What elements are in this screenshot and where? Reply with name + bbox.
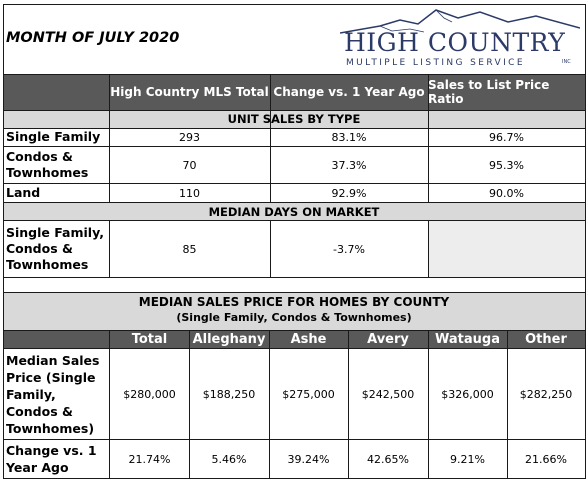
logo-inc-mark: INC (562, 59, 571, 65)
table2-heading-line2: (Single Family, Condos & Townhomes) (176, 311, 412, 324)
condos-ratio: 95.3% (489, 158, 524, 172)
median-days-heading-text: MEDIAN DAYS ON MARKET (208, 204, 380, 219)
mountain-logo-icon (340, 9, 580, 34)
col-header-mls-total-label: High Country MLS Total (110, 85, 269, 99)
grid-line (109, 330, 110, 479)
logo-tagline: MULTIPLE LISTING SERVICE (346, 58, 525, 68)
median-days-change: -3.7% (333, 242, 365, 256)
price-ashe: $275,000 (282, 387, 335, 401)
county-col-avery: Avery (348, 330, 428, 348)
change-ashe: 39.24% (287, 452, 330, 466)
grid-line (269, 330, 270, 479)
table2-heading: MEDIAN SALES PRICE FOR HOMES BY COUNTY (… (3, 292, 585, 330)
grid-line (3, 202, 585, 203)
county-col-ashe-label: Ashe (290, 331, 327, 347)
county-col-other-label: Other (525, 331, 567, 347)
report-month-title: MONTH OF JULY 2020 (6, 30, 180, 46)
median-days-ratio-empty-cell (429, 221, 585, 277)
median-days-total: 85 (182, 242, 197, 256)
land-total: 110 (179, 186, 200, 200)
single-family-ratio: 96.7% (489, 130, 524, 144)
county-col-watauga-label: Watauga (435, 331, 500, 347)
grid-line (3, 292, 585, 293)
condos-change: 37.3% (331, 158, 367, 172)
grid-line (109, 220, 110, 278)
grid-line (507, 330, 508, 479)
grid-line (3, 277, 585, 278)
single-family-change: 83.1% (331, 130, 367, 144)
outer-right-border (585, 4, 586, 479)
condos-total: 70 (182, 158, 197, 172)
grid-line (3, 128, 585, 129)
unit-sales-heading-text: UNIT SALES BY TYPE (227, 112, 361, 126)
grid-line (428, 74, 429, 203)
change-total: 21.74% (128, 452, 171, 466)
grid-line (3, 183, 585, 184)
grid-line (270, 74, 271, 203)
grid-line (3, 74, 585, 75)
col-header-sales-ratio: Sales to List Price Ratio (428, 74, 585, 110)
county-col-other: Other (507, 330, 585, 348)
county-col-ashe: Ashe (269, 330, 348, 348)
outer-top-border (3, 4, 585, 5)
county-col-watauga: Watauga (428, 330, 507, 348)
grid-line (189, 330, 190, 479)
unit-sales-heading: UNIT SALES BY TYPE (3, 110, 585, 128)
grid-line (348, 330, 349, 479)
county-col-alleghany: Alleghany (189, 330, 269, 348)
change-avery: 42.65% (367, 452, 409, 466)
single-family-total: 293 (179, 130, 200, 144)
grid-line (3, 146, 585, 147)
outer-left-border (3, 4, 4, 479)
grid-line (3, 110, 585, 111)
row-label-median-sales-price: Median Sales Price (Single Family, Condo… (6, 352, 100, 436)
col-header-sales-ratio-label: Sales to List Price Ratio (428, 78, 550, 106)
high-country-mls-logo: HIGH COUNTRY MULTIPLE LISTING SERVICE IN… (340, 4, 580, 72)
price-total: $280,000 (123, 387, 176, 401)
county-col-alleghany-label: Alleghany (192, 331, 266, 347)
row-label-land: Land (6, 185, 41, 200)
grid-line (109, 74, 110, 203)
grid-line (3, 348, 585, 349)
table2-heading-line1: MEDIAN SALES PRICE FOR HOMES BY COUNTY (138, 295, 450, 309)
change-watauga: 9.21% (450, 452, 485, 466)
county-col-avery-label: Avery (367, 331, 409, 347)
row-label-change-1yr: Change vs. 1 Year Ago (6, 443, 97, 475)
row-label-single-family: Single Family (6, 129, 101, 144)
price-avery: $242,500 (361, 387, 415, 401)
grid-line (3, 330, 585, 331)
grid-line (3, 439, 585, 440)
row-label-median-days: Single Family, Condos & Townhomes (6, 225, 105, 272)
col-header-change: Change vs. 1 Year Ago (270, 74, 428, 110)
land-ratio: 90.0% (489, 186, 524, 200)
logo-wordmark: HIGH COUNTRY (344, 28, 566, 57)
col-header-change-label: Change vs. 1 Year Ago (273, 85, 425, 99)
grid-line (428, 330, 429, 479)
grid-line (3, 220, 585, 221)
land-change: 92.9% (331, 186, 367, 200)
change-alleghany: 5.46% (211, 452, 247, 466)
col-header-mls-total: High Country MLS Total (109, 74, 270, 110)
grid-line (428, 220, 429, 278)
county-col-total-label: Total (131, 331, 168, 347)
price-watauga: $326,000 (441, 387, 494, 401)
county-col-total: Total (110, 330, 189, 348)
grid-line (3, 478, 585, 479)
price-alleghany: $188,250 (202, 387, 256, 401)
grid-line (270, 220, 271, 278)
change-other: 21.66% (525, 452, 567, 466)
row-label-condos-townhomes: Condos & Townhomes (6, 149, 89, 180)
price-other: $282,250 (519, 387, 573, 401)
median-days-heading: MEDIAN DAYS ON MARKET (3, 203, 585, 220)
